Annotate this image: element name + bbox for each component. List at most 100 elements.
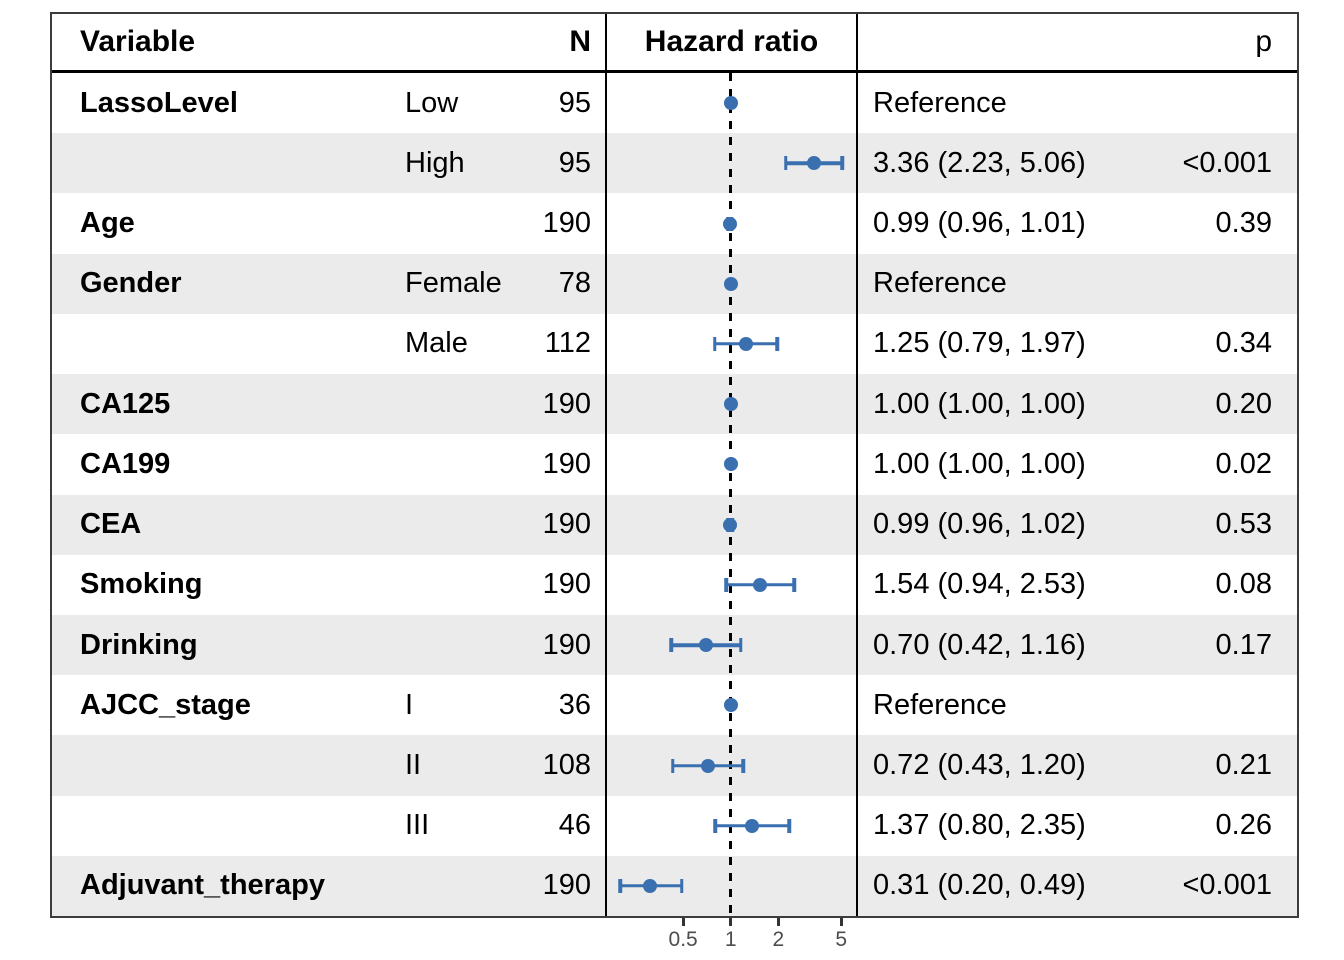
estimate-text: 1.00 (1.00, 1.00) bbox=[873, 447, 1086, 480]
header-p-cell: p bbox=[858, 14, 1297, 70]
header-p-label: p bbox=[1255, 25, 1272, 58]
table-row: Gender Female 78 Reference bbox=[52, 253, 1297, 314]
header-variable-cell: Variable N bbox=[52, 14, 607, 70]
ci-cap bbox=[679, 878, 684, 893]
estimate-text: 1.54 (0.94, 2.53) bbox=[873, 568, 1086, 601]
p-value: 0.34 bbox=[1215, 327, 1272, 360]
table-row: Male 112 1.25 (0.79, 1.97) 0.34 bbox=[52, 313, 1297, 375]
p-value: 0.21 bbox=[1215, 749, 1272, 782]
forest-plot-cell bbox=[607, 434, 858, 495]
variable-level: Male bbox=[405, 327, 468, 360]
table-row: LassoLevel Low 95 Reference bbox=[52, 73, 1297, 134]
n-value: 190 bbox=[542, 508, 591, 541]
hazard-ratio-dot bbox=[701, 758, 716, 773]
forest-plot-cell bbox=[607, 554, 858, 615]
table-row: AJCC_stage I 36 Reference bbox=[52, 675, 1297, 736]
variable-name: Gender bbox=[80, 267, 182, 300]
header-hazard-ratio-label: Hazard ratio bbox=[644, 25, 819, 58]
variable-name: LassoLevel bbox=[80, 86, 238, 119]
table-row: Adjuvant_therapy 190 0.31 (0.20, 0.49) <0.… bbox=[52, 855, 1297, 917]
estimate-text: 1.00 (1.00, 1.00) bbox=[873, 387, 1086, 420]
p-value: 0.39 bbox=[1215, 207, 1272, 240]
header-variable-label: Variable bbox=[80, 25, 196, 58]
table-row: CA199 190 1.00 (1.00, 1.00) 0.02 bbox=[52, 434, 1297, 495]
estimate-text: Reference bbox=[873, 86, 1007, 119]
n-value: 190 bbox=[542, 387, 591, 420]
n-value: 190 bbox=[542, 628, 591, 661]
axis-tick bbox=[729, 918, 733, 926]
hazard-ratio-dot bbox=[739, 336, 754, 351]
estimate-text: 0.99 (0.96, 1.01) bbox=[873, 207, 1086, 240]
variable-level: I bbox=[405, 688, 414, 721]
variable-name: Adjuvant_therapy bbox=[80, 869, 325, 902]
hazard-ratio-dot bbox=[723, 276, 738, 291]
n-value: 190 bbox=[542, 447, 591, 480]
ci-cap bbox=[775, 336, 780, 351]
header-hazard-ratio-cell: Hazard ratio bbox=[607, 14, 858, 70]
axis-tick-label: 2 bbox=[772, 928, 785, 951]
estimate-text: Reference bbox=[873, 267, 1007, 300]
ci-cap bbox=[784, 156, 788, 171]
variable-name: CA199 bbox=[80, 447, 171, 480]
n-value: 46 bbox=[558, 809, 591, 842]
estimate-text: 0.31 (0.20, 0.49) bbox=[873, 869, 1086, 902]
forest-table: Variable N Hazard ratio p LassoLevel Low 9… bbox=[50, 12, 1299, 918]
p-value: 0.20 bbox=[1215, 387, 1272, 420]
table-row: Drinking 190 0.70 (0.42, 1.16) 0.17 bbox=[52, 614, 1297, 676]
hazard-ratio-dot bbox=[723, 96, 738, 111]
table-row: Smoking 190 1.54 (0.94, 2.53) 0.08 bbox=[52, 554, 1297, 615]
p-value: <0.001 bbox=[1182, 146, 1272, 179]
table-row: CA125 190 1.00 (1.00, 1.00) 0.20 bbox=[52, 374, 1297, 435]
estimate-text: 1.37 (0.80, 2.35) bbox=[873, 809, 1086, 842]
hazard-ratio-dot bbox=[753, 577, 768, 592]
forest-plot-cell bbox=[607, 253, 858, 314]
x-axis: 0.5 1 2 5 bbox=[607, 918, 856, 960]
forest-plot-cell bbox=[607, 193, 858, 254]
ci-cap bbox=[618, 878, 622, 893]
axis-tick bbox=[776, 918, 780, 926]
axis-tick-label: 1 bbox=[724, 928, 737, 951]
hazard-ratio-dot bbox=[643, 878, 658, 893]
variable-level: Female bbox=[405, 267, 502, 300]
forest-plot-cell bbox=[607, 735, 858, 796]
header-n-label: N bbox=[569, 25, 591, 58]
p-value: 0.17 bbox=[1215, 628, 1272, 661]
forest-plot-cell bbox=[607, 374, 858, 435]
p-value: <0.001 bbox=[1182, 869, 1272, 902]
ci-cap bbox=[712, 336, 717, 351]
variable-name: Smoking bbox=[80, 568, 203, 601]
ci-cap bbox=[739, 638, 743, 653]
variable-name: Drinking bbox=[80, 628, 198, 661]
table-row: II 108 0.72 (0.43, 1.20) 0.21 bbox=[52, 735, 1297, 796]
table-header-row: Variable N Hazard ratio p bbox=[52, 14, 1297, 73]
table-row: High 95 3.36 (2.23, 5.06) <0.001 bbox=[52, 133, 1297, 194]
forest-plot-cell bbox=[607, 313, 858, 375]
forest-plot-cell bbox=[607, 614, 858, 676]
hazard-ratio-dot bbox=[699, 638, 714, 653]
ci-cap bbox=[724, 577, 729, 592]
n-value: 190 bbox=[542, 869, 591, 902]
variable-name: CA125 bbox=[80, 387, 171, 420]
variable-level: III bbox=[405, 809, 430, 842]
axis-tick bbox=[681, 918, 685, 926]
axis-tick-label: 0.5 bbox=[668, 928, 698, 951]
hazard-ratio-dot bbox=[723, 397, 738, 412]
estimate-text: 0.70 (0.42, 1.16) bbox=[873, 628, 1086, 661]
n-value: 190 bbox=[542, 207, 591, 240]
variable-level: Low bbox=[405, 86, 459, 119]
n-value: 36 bbox=[558, 688, 591, 721]
ci-cap bbox=[741, 758, 745, 773]
reference-line bbox=[729, 73, 733, 916]
p-value: 0.08 bbox=[1215, 568, 1272, 601]
ci-cap bbox=[787, 818, 792, 833]
n-value: 108 bbox=[542, 749, 591, 782]
p-value: 0.26 bbox=[1215, 809, 1272, 842]
axis-tick-label: 5 bbox=[835, 928, 848, 951]
variable-level: High bbox=[405, 146, 465, 179]
hazard-ratio-dot bbox=[723, 457, 738, 472]
hazard-ratio-dot bbox=[723, 698, 738, 713]
table-row: CEA 190 0.99 (0.96, 1.02) 0.53 bbox=[52, 494, 1297, 555]
axis-tick bbox=[839, 918, 843, 926]
variable-name: Age bbox=[80, 207, 135, 240]
